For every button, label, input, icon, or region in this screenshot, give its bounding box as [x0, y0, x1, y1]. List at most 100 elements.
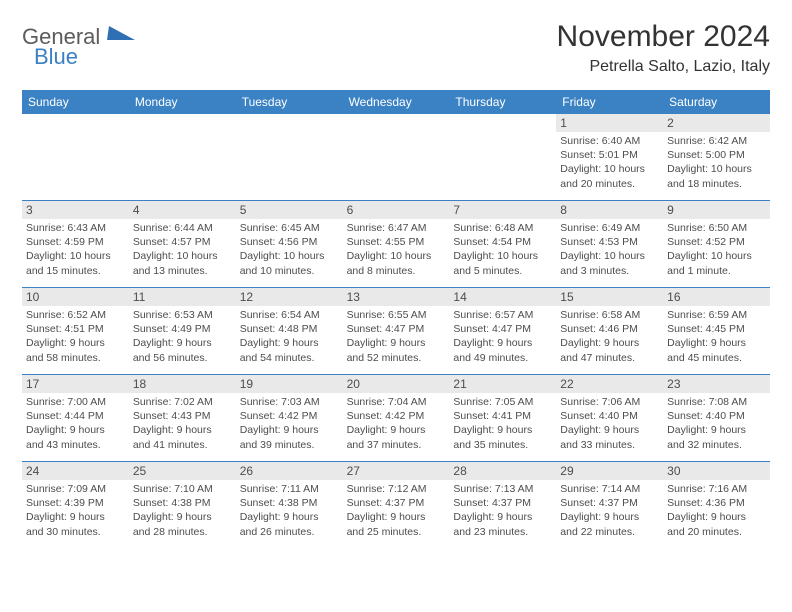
day-daylight1: Daylight: 9 hours: [26, 336, 125, 350]
day-sunrise: Sunrise: 6:59 AM: [667, 308, 766, 322]
day-number: 19: [236, 375, 343, 393]
day-sunrise: Sunrise: 6:40 AM: [560, 134, 659, 148]
day-cell: 11Sunrise: 6:53 AMSunset: 4:49 PMDayligh…: [129, 288, 236, 374]
day-number: 9: [663, 201, 770, 219]
day-cell: 24Sunrise: 7:09 AMSunset: 4:39 PMDayligh…: [22, 462, 129, 548]
day-cell: 20Sunrise: 7:04 AMSunset: 4:42 PMDayligh…: [343, 375, 450, 461]
weekday-header-row: SundayMondayTuesdayWednesdayThursdayFrid…: [22, 90, 770, 114]
day-daylight1: Daylight: 9 hours: [240, 336, 339, 350]
day-cell: 21Sunrise: 7:05 AMSunset: 4:41 PMDayligh…: [449, 375, 556, 461]
day-number: 10: [22, 288, 129, 306]
day-daylight1: Daylight: 9 hours: [667, 336, 766, 350]
day-daylight1: Daylight: 10 hours: [667, 249, 766, 263]
day-sunrise: Sunrise: 6:53 AM: [133, 308, 232, 322]
day-sunset: Sunset: 4:37 PM: [560, 496, 659, 510]
day-number: 5: [236, 201, 343, 219]
title-block: November 2024 Petrella Salto, Lazio, Ita…: [557, 20, 770, 76]
day-sunset: Sunset: 4:38 PM: [133, 496, 232, 510]
day-daylight2: and 5 minutes.: [453, 264, 552, 278]
day-sunset: Sunset: 4:37 PM: [453, 496, 552, 510]
header: General Blue November 2024 Petrella Salt…: [22, 20, 770, 76]
day-daylight2: and 3 minutes.: [560, 264, 659, 278]
day-sunset: Sunset: 4:39 PM: [26, 496, 125, 510]
day-daylight1: Daylight: 9 hours: [667, 423, 766, 437]
day-sunset: Sunset: 4:56 PM: [240, 235, 339, 249]
day-daylight1: Daylight: 10 hours: [347, 249, 446, 263]
day-cell: [343, 114, 450, 200]
day-daylight1: Daylight: 10 hours: [453, 249, 552, 263]
day-number: 29: [556, 462, 663, 480]
logo: General Blue: [22, 20, 152, 70]
day-sunset: Sunset: 4:46 PM: [560, 322, 659, 336]
day-number: 12: [236, 288, 343, 306]
day-daylight2: and 20 minutes.: [560, 177, 659, 191]
day-daylight2: and 26 minutes.: [240, 525, 339, 539]
day-sunset: Sunset: 4:52 PM: [667, 235, 766, 249]
day-cell: 12Sunrise: 6:54 AMSunset: 4:48 PMDayligh…: [236, 288, 343, 374]
day-daylight2: and 37 minutes.: [347, 438, 446, 452]
logo-icon: [107, 26, 137, 40]
day-cell: [129, 114, 236, 200]
day-cell: 5Sunrise: 6:45 AMSunset: 4:56 PMDaylight…: [236, 201, 343, 287]
logo-text-blue: Blue: [34, 44, 78, 70]
weekday-header: Friday: [556, 90, 663, 114]
day-sunrise: Sunrise: 6:55 AM: [347, 308, 446, 322]
day-number: 22: [556, 375, 663, 393]
day-sunset: Sunset: 4:36 PM: [667, 496, 766, 510]
day-sunset: Sunset: 4:45 PM: [667, 322, 766, 336]
day-sunrise: Sunrise: 7:04 AM: [347, 395, 446, 409]
week-row: 10Sunrise: 6:52 AMSunset: 4:51 PMDayligh…: [22, 288, 770, 375]
day-sunset: Sunset: 4:41 PM: [453, 409, 552, 423]
day-number: 17: [22, 375, 129, 393]
day-daylight2: and 54 minutes.: [240, 351, 339, 365]
day-cell: 7Sunrise: 6:48 AMSunset: 4:54 PMDaylight…: [449, 201, 556, 287]
day-number: 24: [22, 462, 129, 480]
day-number: 16: [663, 288, 770, 306]
day-sunrise: Sunrise: 6:45 AM: [240, 221, 339, 235]
day-cell: 3Sunrise: 6:43 AMSunset: 4:59 PMDaylight…: [22, 201, 129, 287]
day-sunrise: Sunrise: 6:58 AM: [560, 308, 659, 322]
day-daylight1: Daylight: 9 hours: [453, 336, 552, 350]
day-number: 11: [129, 288, 236, 306]
day-number: 1: [556, 114, 663, 132]
day-daylight1: Daylight: 9 hours: [453, 423, 552, 437]
day-daylight2: and 23 minutes.: [453, 525, 552, 539]
day-daylight2: and 41 minutes.: [133, 438, 232, 452]
day-sunset: Sunset: 4:47 PM: [453, 322, 552, 336]
day-daylight1: Daylight: 9 hours: [347, 510, 446, 524]
day-sunset: Sunset: 5:00 PM: [667, 148, 766, 162]
day-sunrise: Sunrise: 7:00 AM: [26, 395, 125, 409]
day-sunrise: Sunrise: 6:50 AM: [667, 221, 766, 235]
page-title: November 2024: [557, 20, 770, 54]
day-sunrise: Sunrise: 7:14 AM: [560, 482, 659, 496]
day-cell: 8Sunrise: 6:49 AMSunset: 4:53 PMDaylight…: [556, 201, 663, 287]
day-number: 23: [663, 375, 770, 393]
day-daylight1: Daylight: 9 hours: [26, 423, 125, 437]
day-cell: [449, 114, 556, 200]
day-daylight2: and 10 minutes.: [240, 264, 339, 278]
day-cell: 9 Sunrise: 6:50 AMSunset: 4:52 PMDaylight…: [663, 201, 770, 287]
day-sunrise: Sunrise: 6:44 AM: [133, 221, 232, 235]
day-daylight2: and 25 minutes.: [347, 525, 446, 539]
day-daylight2: and 52 minutes.: [347, 351, 446, 365]
day-number: 20: [343, 375, 450, 393]
week-row: 1Sunrise: 6:40 AMSunset: 5:01 PMDaylight…: [22, 114, 770, 201]
weekday-header: Saturday: [663, 90, 770, 114]
day-daylight1: Daylight: 10 hours: [133, 249, 232, 263]
weekday-header: Wednesday: [343, 90, 450, 114]
weekday-header: Sunday: [22, 90, 129, 114]
day-sunrise: Sunrise: 7:13 AM: [453, 482, 552, 496]
day-daylight1: Daylight: 10 hours: [560, 162, 659, 176]
day-sunset: Sunset: 4:43 PM: [133, 409, 232, 423]
day-daylight2: and 39 minutes.: [240, 438, 339, 452]
weekday-header: Thursday: [449, 90, 556, 114]
day-sunrise: Sunrise: 6:52 AM: [26, 308, 125, 322]
day-number: 28: [449, 462, 556, 480]
day-daylight1: Daylight: 10 hours: [560, 249, 659, 263]
day-number: 25: [129, 462, 236, 480]
day-sunrise: Sunrise: 7:03 AM: [240, 395, 339, 409]
day-number: 26: [236, 462, 343, 480]
weekday-header: Monday: [129, 90, 236, 114]
day-daylight1: Daylight: 9 hours: [133, 510, 232, 524]
day-sunrise: Sunrise: 7:12 AM: [347, 482, 446, 496]
